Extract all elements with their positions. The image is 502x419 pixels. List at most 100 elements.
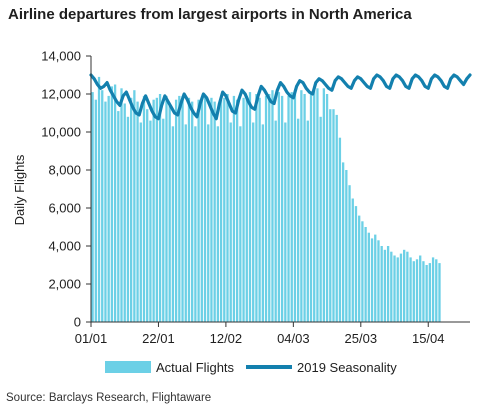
bar	[351, 198, 354, 322]
bar	[255, 94, 258, 322]
x-tick-label: 15/04	[412, 331, 445, 346]
bar	[158, 94, 162, 322]
bar	[406, 251, 409, 322]
bar	[181, 95, 184, 323]
bar	[226, 94, 229, 322]
bar	[271, 90, 274, 322]
legend-label-actual: Actual Flights	[156, 360, 235, 375]
y-tick-label: 6,000	[48, 201, 81, 216]
bar	[415, 259, 419, 322]
bar	[207, 124, 210, 323]
bar	[374, 234, 377, 322]
bar	[264, 95, 268, 323]
bar	[245, 95, 248, 323]
x-axis-ticks: 01/01 22/01 12/02 04/03 25/03 15/04	[75, 322, 445, 346]
bar	[242, 97, 245, 322]
y-tick-label: 14,000	[41, 49, 81, 64]
y-tick-label: 0	[74, 315, 81, 330]
bar	[223, 97, 226, 322]
bar	[358, 215, 361, 322]
bar	[133, 90, 136, 322]
bar	[306, 120, 309, 322]
bar	[213, 101, 216, 322]
bar	[284, 122, 287, 322]
bar	[149, 120, 152, 322]
seasonality-line	[89, 73, 472, 121]
bar	[364, 227, 367, 322]
bar	[428, 263, 432, 322]
bar	[139, 122, 142, 322]
bar	[184, 124, 187, 323]
bar	[152, 99, 155, 322]
bar	[409, 257, 412, 322]
bar	[126, 116, 130, 322]
bar	[197, 99, 200, 322]
bar	[203, 95, 207, 323]
legend-swatch-actual	[105, 361, 151, 373]
bar	[361, 221, 364, 322]
bar	[412, 261, 415, 322]
bar	[142, 95, 146, 323]
y-axis-label: Daily Flights	[12, 154, 27, 225]
bar	[101, 90, 104, 322]
bar	[380, 246, 383, 322]
bar	[403, 249, 406, 322]
bar	[293, 90, 297, 322]
bar	[229, 122, 232, 322]
x-tick-label: 04/03	[277, 331, 310, 346]
bar	[104, 101, 107, 322]
bar	[390, 251, 393, 322]
bar	[316, 88, 319, 322]
bar	[332, 109, 335, 322]
bar	[290, 92, 293, 322]
legend-label-seasonality: 2019 Seasonality	[297, 360, 397, 375]
bar	[422, 261, 425, 322]
bar	[309, 92, 313, 322]
y-tick-label: 8,000	[48, 163, 81, 178]
y-tick-label: 12,000	[41, 87, 81, 102]
bar	[335, 114, 338, 323]
bar	[354, 206, 358, 322]
bar	[162, 118, 165, 322]
bar	[155, 97, 158, 322]
bar	[396, 257, 399, 322]
bar	[297, 118, 300, 322]
bar	[94, 99, 97, 322]
bar	[341, 162, 345, 322]
bar	[165, 95, 168, 323]
bar	[97, 76, 101, 323]
x-tick-label: 25/03	[345, 331, 378, 346]
bar	[194, 126, 197, 322]
bar	[383, 249, 387, 322]
bar	[258, 97, 261, 322]
bar	[191, 101, 194, 322]
bar	[438, 263, 441, 322]
bar	[168, 103, 171, 322]
bar	[216, 126, 220, 322]
bar	[313, 90, 316, 322]
bar	[319, 116, 322, 322]
bar	[338, 137, 342, 322]
bar	[280, 95, 284, 323]
bar	[419, 255, 422, 322]
bar	[393, 255, 396, 322]
bar	[210, 97, 213, 322]
bar	[200, 97, 203, 322]
bar	[435, 259, 438, 322]
bar	[325, 94, 329, 322]
bar	[370, 238, 374, 322]
bar	[146, 109, 149, 322]
y-tick-label: 4,000	[48, 239, 81, 254]
x-tick-label: 22/01	[142, 331, 175, 346]
x-tick-label: 12/02	[210, 331, 243, 346]
bar	[129, 97, 133, 322]
source-note: Source: Barclays Research, Flightaware	[6, 392, 212, 404]
bar	[322, 88, 326, 322]
bar	[110, 86, 114, 323]
bar	[113, 84, 117, 322]
bar	[287, 95, 290, 323]
y-tick-label: 10,000	[41, 125, 81, 140]
bar	[235, 99, 239, 322]
bar	[268, 94, 271, 322]
bar	[136, 101, 139, 322]
